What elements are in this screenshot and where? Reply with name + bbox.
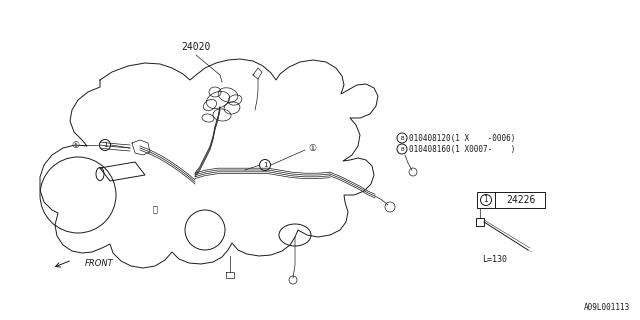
Text: 1: 1	[263, 162, 268, 168]
Bar	[477, 192, 545, 208]
Text: ①: ①	[71, 140, 79, 149]
Text: 24020: 24020	[181, 42, 211, 52]
Text: L=130: L=130	[482, 255, 507, 265]
Bar	[476, 218, 484, 226]
Text: 1: 1	[103, 142, 108, 148]
Text: ①: ①	[308, 143, 316, 153]
Text: 010408120(1 X    -0006): 010408120(1 X -0006)	[409, 133, 515, 142]
Text: ⌒: ⌒	[152, 205, 157, 214]
Text: B: B	[400, 147, 404, 151]
Text: 24226: 24226	[506, 195, 536, 205]
Text: 010408160(1 X0007-    ): 010408160(1 X0007- )	[409, 145, 515, 154]
Text: FRONT: FRONT	[85, 259, 114, 268]
Text: 1: 1	[484, 196, 488, 204]
Text: A09L001113: A09L001113	[584, 303, 630, 312]
Text: B: B	[400, 135, 404, 140]
